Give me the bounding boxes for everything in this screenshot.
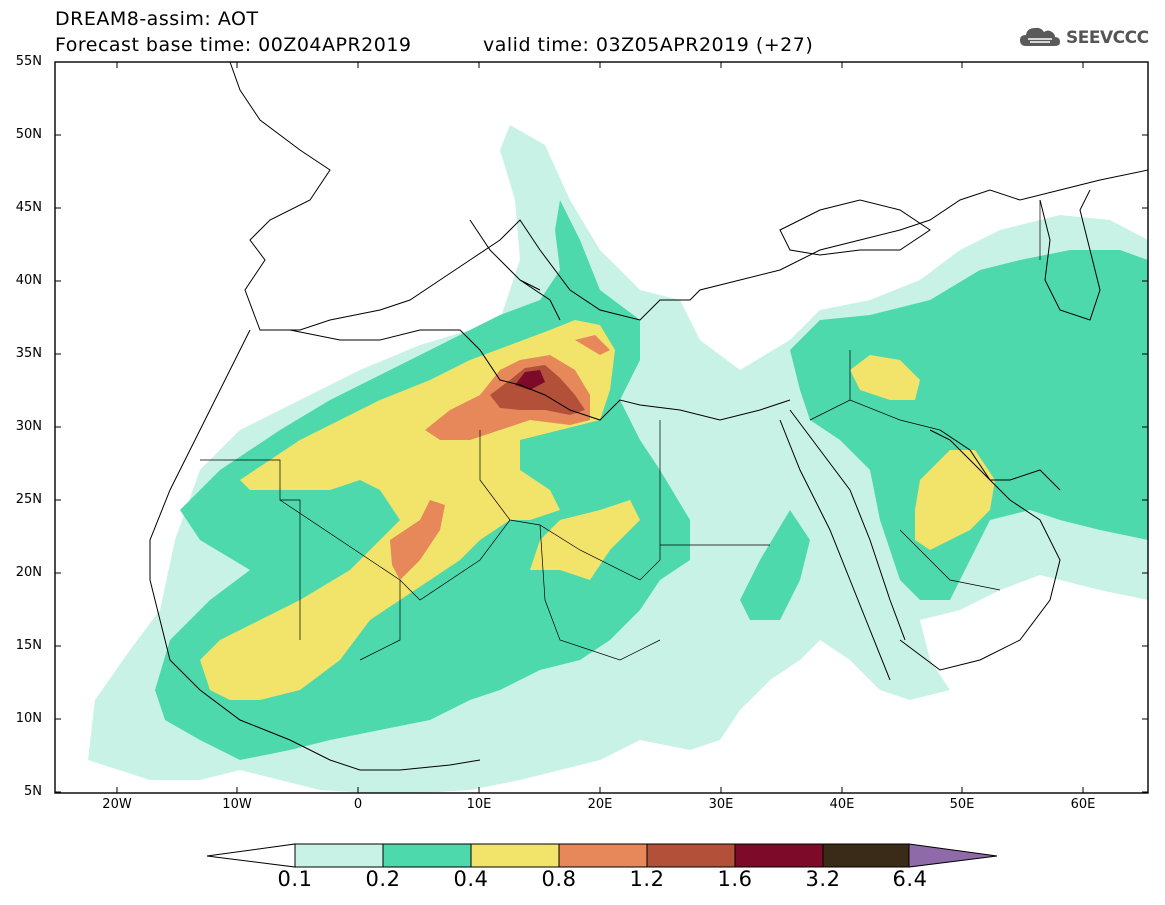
north-africa-coast [289, 329, 791, 421]
forecast-base-time: Forecast base time: 00Z04APR2019 [55, 34, 412, 56]
valid-time: valid time: 03Z05APR2019 (+27) [483, 34, 814, 56]
europe-coast [229, 62, 1148, 331]
colorbar-label: 3.2 [805, 867, 841, 891]
lat-label: 15N [15, 638, 42, 653]
red-sea [779, 409, 906, 681]
map-ticks [55, 61, 1148, 793]
lat-label: 55N [15, 54, 42, 69]
colorbar-over-triangle [908, 843, 998, 868]
aot-band-0.4 [200, 320, 995, 700]
colorbar-label: 1.2 [629, 867, 665, 891]
colorbar [206, 843, 998, 868]
lat-label: 10N [15, 711, 42, 726]
arabia-coast [899, 429, 1061, 671]
aot-contours [88, 125, 1148, 793]
colorbar-under-triangle [206, 843, 296, 868]
map-title: DREAM8-assim: AOT [55, 8, 259, 30]
black-sea [779, 199, 931, 256]
colorbar-label: 0.1 [277, 867, 313, 891]
colorbar-label: 0.4 [453, 867, 489, 891]
aot-band-1.2 [490, 365, 585, 415]
lat-label: 20N [15, 565, 42, 580]
lon-label: 50E [949, 797, 975, 812]
borders [200, 200, 1041, 661]
lat-label: 45N [15, 200, 42, 215]
lat-label: 5N [24, 784, 42, 799]
colorbar-swatch-4 [558, 843, 648, 868]
colorbar-label: 1.6 [717, 867, 753, 891]
italy [469, 219, 561, 321]
lon-label: 60E [1070, 797, 1096, 812]
lon-label: 30E [708, 797, 734, 812]
logo-text: SEEVCCC [1066, 28, 1149, 48]
lat-label: 30N [15, 419, 42, 434]
aot-band-0.2 [155, 200, 1148, 760]
colorbar-label: 0.8 [541, 867, 577, 891]
colorbar-swatch-2 [382, 843, 472, 868]
colorbar-swatch-5 [646, 843, 736, 868]
caspian [1039, 189, 1101, 321]
africa-coast [149, 329, 481, 771]
colorbar-swatch-3 [470, 843, 560, 868]
lon-label: 20E [587, 797, 613, 812]
lon-label: 0 [353, 797, 363, 812]
lat-label: 35N [15, 346, 42, 361]
lat-label: 25N [15, 492, 42, 507]
lon-label: 10E [466, 797, 492, 812]
lon-label: 40E [829, 797, 855, 812]
lat-label: 40N [15, 273, 42, 288]
lon-label: 20W [102, 797, 132, 812]
colorbar-swatch-7 [822, 843, 910, 868]
coastlines [149, 62, 1148, 771]
colorbar-label: 0.2 [365, 867, 401, 891]
colorbar-label: 6.4 [892, 867, 928, 891]
lon-label: 10W [222, 797, 252, 812]
colorbar-swatch-1 [294, 843, 384, 868]
gulf-coast [939, 429, 1061, 491]
cloud-icon [1020, 27, 1060, 46]
colorbar-swatch-6 [734, 843, 824, 868]
aot-band-1.6 [515, 370, 545, 390]
seevccc-logo: SEEVCCC [1018, 24, 1149, 52]
lat-label: 50N [15, 127, 42, 142]
